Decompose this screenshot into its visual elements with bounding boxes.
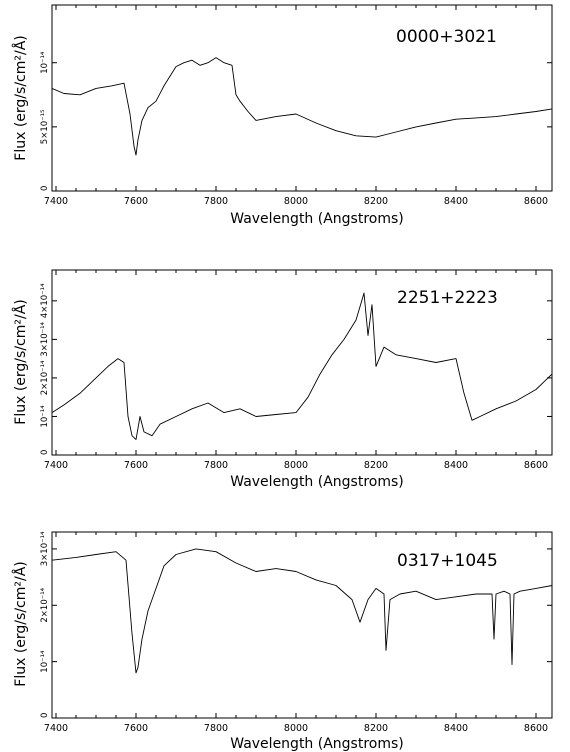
y-tick-label: 10⁻¹⁴ (40, 405, 50, 428)
panel-title: 0000+3021 (396, 27, 497, 47)
y-axis-label: Flux (erg/s/cm²/Å) (12, 561, 29, 686)
x-tick-label: 7800 (204, 723, 228, 734)
y-tick-label: 5×10⁻¹⁵ (40, 110, 50, 145)
x-tick-label: 8600 (524, 196, 548, 207)
y-tick-label: 3×10⁻¹⁴ (40, 531, 50, 566)
x-tick-label: 8000 (284, 723, 308, 734)
x-tick-label: 7600 (124, 196, 148, 207)
plot-frame (51, 4, 553, 192)
panel-2251-2223: 2251+2223 Wavelength (Angstroms) Flux (e… (12, 269, 553, 490)
y-tick-label: 0 (40, 186, 50, 191)
panel-title: 2251+2223 (397, 288, 498, 308)
x-tick-label: 7600 (124, 460, 148, 471)
x-tick-label: 7600 (124, 723, 148, 734)
x-tick-label: 7400 (44, 723, 68, 734)
spectrum-line (51, 292, 553, 441)
x-tick-label: 8000 (284, 460, 308, 471)
y-axis-label: Flux (erg/s/cm²/Å) (12, 299, 29, 424)
x-tick-label: 8600 (524, 460, 548, 471)
y-axis-label: Flux (erg/s/cm²/Å) (12, 35, 29, 160)
x-tick-label: 8400 (444, 196, 468, 207)
panel-0000-3021: 0000+3021 Wavelength (Angstroms) Flux (e… (12, 4, 553, 227)
x-tick-label: 8000 (284, 196, 308, 207)
y-tick-label: 2×10⁻¹⁴ (40, 360, 50, 395)
y-tick-label: 3×10⁻¹⁴ (40, 321, 50, 356)
x-tick-label: 8400 (444, 723, 468, 734)
spectrum-line (51, 548, 553, 674)
x-tick-label: 7800 (204, 460, 228, 471)
x-axis-label: Wavelength (Angstroms) (230, 736, 404, 752)
x-tick-label: 8600 (524, 723, 548, 734)
x-axis-label: Wavelength (Angstroms) (230, 474, 404, 490)
y-tick-label: 0 (40, 713, 50, 718)
y-tick-label: 10⁻¹⁴ (40, 51, 50, 74)
y-tick-label: 0 (40, 450, 50, 455)
panel-title: 0317+1045 (397, 551, 498, 571)
y-tick-label: 4×10⁻¹⁴ (40, 283, 50, 318)
x-tick-label: 8200 (364, 723, 388, 734)
y-tick-label: 10⁻¹⁴ (40, 650, 50, 673)
spectrum-line (51, 57, 553, 156)
x-tick-label: 7800 (204, 196, 228, 207)
plot-frame (51, 269, 553, 456)
x-tick-label: 7400 (44, 196, 68, 207)
x-tick-label: 8400 (444, 460, 468, 471)
x-tick-label: 8200 (364, 196, 388, 207)
x-tick-label: 7400 (44, 460, 68, 471)
panel-0317-1045: 0317+1045 Wavelength (Angstroms) Flux (e… (12, 531, 553, 752)
x-axis-label: Wavelength (Angstroms) (230, 211, 404, 227)
y-tick-label: 2×10⁻¹⁴ (40, 587, 50, 622)
plot-frame (51, 531, 553, 719)
x-tick-label: 8200 (364, 460, 388, 471)
